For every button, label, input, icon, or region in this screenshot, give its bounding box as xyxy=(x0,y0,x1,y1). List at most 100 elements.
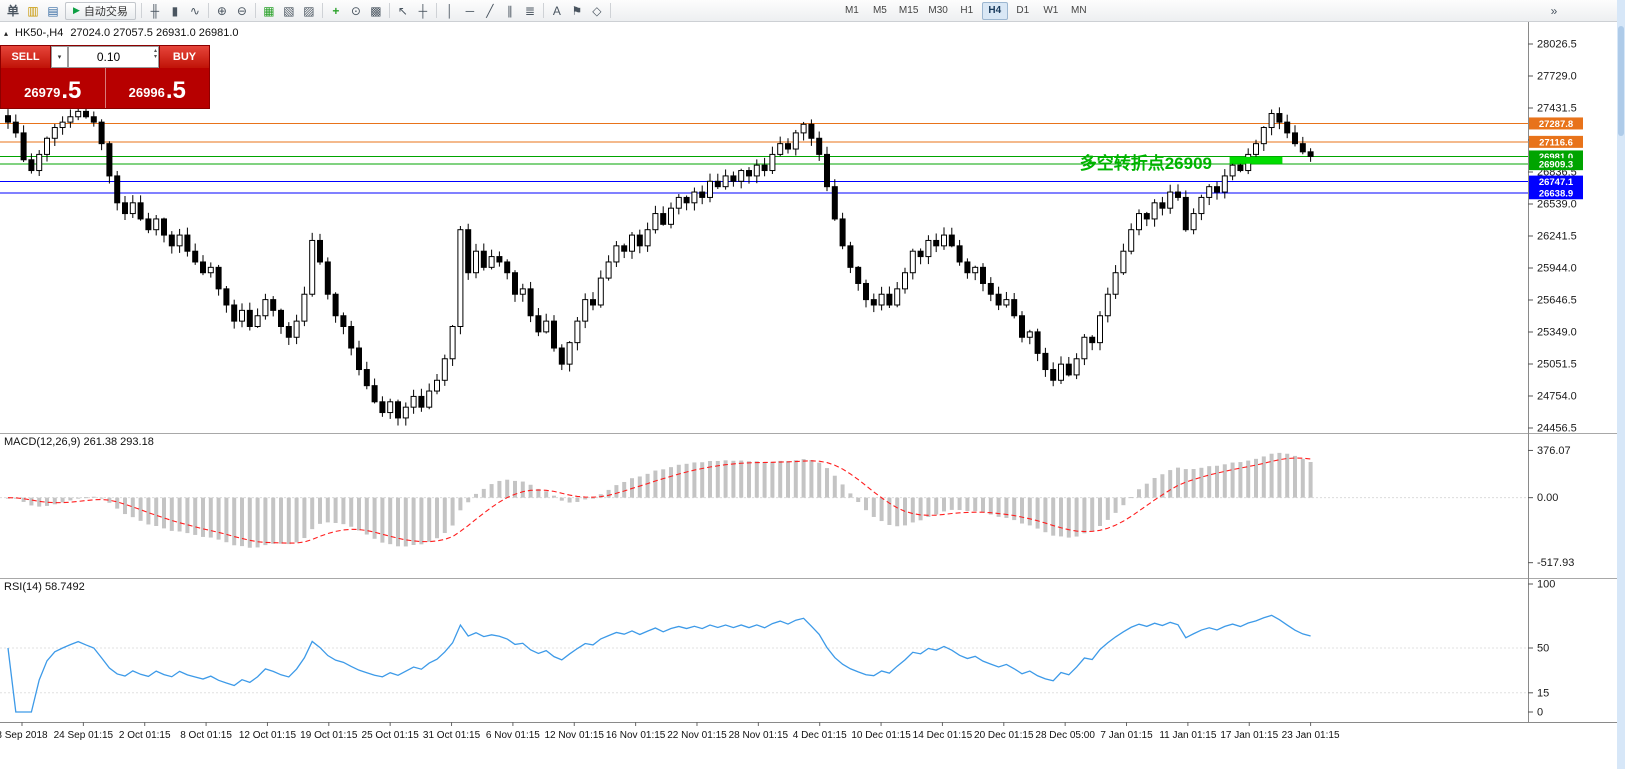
toolbar-separator xyxy=(254,3,256,18)
chart-window-icon[interactable]: ▤ xyxy=(47,3,59,18)
tf-M1[interactable]: M1 xyxy=(839,2,865,20)
svg-text:6 Nov 01:15: 6 Nov 01:15 xyxy=(486,730,540,741)
sell-price[interactable]: 26979 .5 xyxy=(1,68,106,108)
timeframe-group: M1 M5 M15 M30 H1 H4 D1 W1 MN xyxy=(839,1,1092,20)
periods-icon[interactable]: ⊙ xyxy=(350,3,361,18)
zoom-out-icon[interactable]: ⊖ xyxy=(236,3,247,18)
vertical-line-icon[interactable]: │ xyxy=(446,3,454,18)
toolbar-separator xyxy=(140,3,142,18)
svg-text:27116.6: 27116.6 xyxy=(1539,137,1573,148)
svg-text:27287.8: 27287.8 xyxy=(1539,119,1573,130)
tf-H4[interactable]: H4 xyxy=(981,1,1008,20)
bar-chart-style-icon[interactable]: ╫ xyxy=(150,3,160,18)
tf-M15[interactable]: M15 xyxy=(895,2,922,20)
tf-W1[interactable]: W1 xyxy=(1038,2,1064,20)
buy-price-frac: .5 xyxy=(165,77,186,104)
indicators-icon[interactable]: + xyxy=(332,3,340,18)
symbol-period-label: HK50-,H4 xyxy=(15,27,64,39)
svg-text:100: 100 xyxy=(1537,579,1555,591)
svg-text:25944.0: 25944.0 xyxy=(1537,262,1577,274)
ohlc-label: 27024.0 27057.5 26931.0 26981.0 xyxy=(70,27,239,39)
toolbar-overflow-icon[interactable]: » xyxy=(1550,3,1558,18)
svg-text:26539.0: 26539.0 xyxy=(1537,198,1577,210)
crosshair-icon[interactable]: ┼ xyxy=(418,3,428,18)
tile-windows-icon[interactable]: ▦ xyxy=(263,3,275,18)
svg-text:27431.5: 27431.5 xyxy=(1537,102,1577,114)
svg-text:0: 0 xyxy=(1537,707,1543,719)
tf-D1[interactable]: D1 xyxy=(1010,2,1036,20)
svg-text:26909.3: 26909.3 xyxy=(1539,160,1573,171)
cascade-windows-icon[interactable]: ▨ xyxy=(303,3,315,18)
trade-panel-toggle-icon[interactable]: ▴ xyxy=(4,28,9,38)
candlestick-style-icon[interactable]: ▮ xyxy=(171,3,179,18)
shapes-icon[interactable]: ◇ xyxy=(592,3,602,18)
zoom-in-icon[interactable]: ⊕ xyxy=(216,3,227,18)
vertical-scrollbar[interactable] xyxy=(1617,0,1625,769)
buy-button[interactable]: BUY xyxy=(159,46,209,68)
text-label-icon[interactable]: ⚑ xyxy=(571,3,583,18)
price-chart-canvas[interactable]: 多空转折点2690928026.527729.027431.527134.026… xyxy=(0,22,1617,433)
svg-text:24 Sep 01:15: 24 Sep 01:15 xyxy=(54,730,114,741)
svg-text:28026.5: 28026.5 xyxy=(1537,38,1577,50)
svg-text:MACD(12,26,9) 261.38 293.18: MACD(12,26,9) 261.38 293.18 xyxy=(4,436,154,448)
svg-text:22 Nov 01:15: 22 Nov 01:15 xyxy=(667,730,727,741)
lot-spinner[interactable]: ▴ ▾ xyxy=(154,48,157,60)
tf-M30[interactable]: M30 xyxy=(924,2,951,20)
lot-dropdown-button[interactable]: ▾ xyxy=(51,46,68,68)
text-icon[interactable]: A xyxy=(552,3,561,18)
trendline-icon[interactable]: ╱ xyxy=(486,3,494,18)
svg-text:16 Nov 01:15: 16 Nov 01:15 xyxy=(606,730,666,741)
tf-M5[interactable]: M5 xyxy=(867,2,893,20)
svg-text:-517.93: -517.93 xyxy=(1537,557,1574,569)
svg-text:17 Jan 01:15: 17 Jan 01:15 xyxy=(1220,730,1278,741)
buy-price-int: 26996 xyxy=(128,85,165,100)
templates-icon[interactable]: ▩ xyxy=(370,3,382,18)
svg-text:12 Oct 01:15: 12 Oct 01:15 xyxy=(239,730,297,741)
svg-text:25 Oct 01:15: 25 Oct 01:15 xyxy=(362,730,420,741)
sell-price-frac: .5 xyxy=(61,77,82,104)
svg-text:20 Dec 01:15: 20 Dec 01:15 xyxy=(974,730,1034,741)
svg-text:10 Dec 01:15: 10 Dec 01:15 xyxy=(851,730,911,741)
toolbar-separator xyxy=(388,3,390,18)
horizontal-line-icon[interactable]: ─ xyxy=(465,3,475,18)
new-order-icon[interactable]: 单 xyxy=(6,4,19,18)
svg-text:28 Nov 01:15: 28 Nov 01:15 xyxy=(729,730,789,741)
channel-icon[interactable]: ∥ xyxy=(506,3,513,18)
svg-text:24456.5: 24456.5 xyxy=(1537,422,1577,433)
sell-button[interactable]: SELL xyxy=(1,46,51,68)
spin-down-icon[interactable]: ▾ xyxy=(153,54,157,60)
svg-text:50: 50 xyxy=(1537,643,1549,655)
svg-text:31 Oct 01:15: 31 Oct 01:15 xyxy=(423,730,481,741)
arrange-windows-icon[interactable]: ▧ xyxy=(283,3,295,18)
spin-up-icon[interactable]: ▴ xyxy=(153,48,157,54)
fibonacci-icon[interactable]: ≣ xyxy=(524,3,535,18)
macd-indicator-canvas[interactable]: 376.07 0.00 -517.93 MACD(12,26,9) 261.38 29… xyxy=(0,433,1617,578)
lot-field: ▴ ▾ xyxy=(68,46,159,68)
svg-text:8 Sep 2018: 8 Sep 2018 xyxy=(0,730,48,741)
autotrade-play-icon: ▶ xyxy=(73,5,80,15)
chart-header: ▴ HK50-,H4 27024.0 27057.5 26931.0 26981… xyxy=(4,27,239,39)
svg-text:11 Jan 01:15: 11 Jan 01:15 xyxy=(1159,730,1217,741)
toolbar-separator xyxy=(609,3,611,18)
svg-text:26981.0: 26981.0 xyxy=(1539,152,1573,163)
autotrade-label: 自动交易 xyxy=(83,5,128,18)
svg-text:25646.5: 25646.5 xyxy=(1537,294,1577,306)
tf-MN[interactable]: MN xyxy=(1066,2,1092,20)
svg-text:14 Dec 01:15: 14 Dec 01:15 xyxy=(913,730,973,741)
buy-price[interactable]: 26996 .5 xyxy=(106,68,210,108)
toolbar-separator xyxy=(542,3,544,18)
svg-text:4 Dec 01:15: 4 Dec 01:15 xyxy=(793,730,847,741)
profiles-icon[interactable]: ▥ xyxy=(27,3,39,18)
cursor-icon[interactable]: ↖ xyxy=(397,3,408,18)
toolbar-separator xyxy=(321,3,323,18)
lot-size-input[interactable] xyxy=(69,47,158,67)
line-chart-style-icon[interactable]: ∿ xyxy=(189,3,200,18)
tf-H1[interactable]: H1 xyxy=(954,2,980,20)
rsi-indicator-canvas[interactable]: 100 50 15 0 RSI(14) 58.7492 xyxy=(0,578,1617,722)
sell-price-int: 26979 xyxy=(24,85,61,100)
svg-text:8 Oct 01:15: 8 Oct 01:15 xyxy=(180,730,232,741)
scrollbar-thumb[interactable] xyxy=(1618,26,1624,136)
autotrade-button[interactable]: ▶ 自动交易 xyxy=(65,1,136,20)
toolbar-separator xyxy=(207,3,209,18)
